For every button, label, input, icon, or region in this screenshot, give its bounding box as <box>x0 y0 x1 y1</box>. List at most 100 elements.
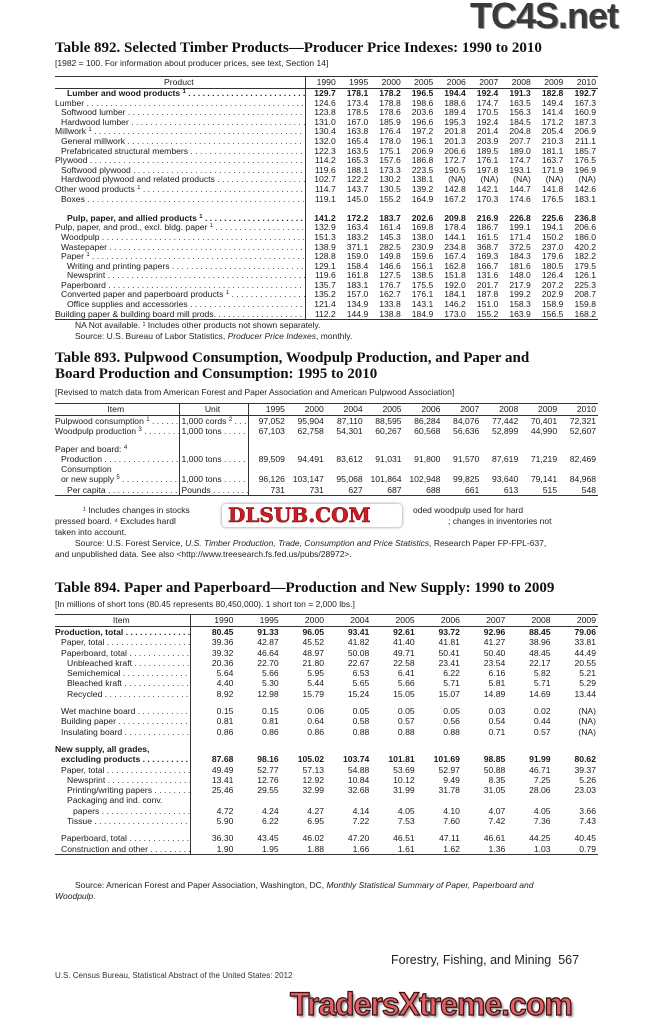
value-cell: 186.8 <box>411 155 434 166</box>
value-cell <box>326 826 371 833</box>
value-cell: 176.1 <box>476 155 499 166</box>
value-cell: 1.03 <box>507 843 553 855</box>
value-cell: 183.1 <box>346 279 369 290</box>
value-cell: 96.05 <box>302 627 325 637</box>
value-cell: 142.8 <box>444 183 466 194</box>
column-header: 1995 <box>235 614 281 627</box>
table-row: General millwork 132.0 165.4 178.0 196.1 201.… <box>55 135 598 147</box>
value-cell: 0.58 <box>352 716 370 727</box>
row-label-text: Plywood <box>55 156 88 166</box>
table-893-title-line2: Board Production and Consumption: 1995 t… <box>55 366 378 382</box>
value-cell: 163.5 <box>509 97 531 108</box>
value-cell: 156.1 <box>411 260 434 271</box>
value-cell <box>481 437 520 444</box>
value-cell: 0.57 <box>533 726 551 737</box>
value-cell: 163.8 <box>346 126 369 137</box>
row-label: Packaging and ind. conv. <box>55 795 191 806</box>
table-row: Production 1,000 tons 89,509 94,491 83,612 91… <box>55 453 598 465</box>
table-row: Pulpwood consumption 11,000 cords 2 97,05… <box>55 415 598 427</box>
row-label: Recycled <box>55 688 191 700</box>
value-cell: 225.3 <box>574 279 596 290</box>
table-893-source: Source: U.S. Forest Service, U.S. Timber… <box>55 538 600 560</box>
value-cell: 201.3 <box>444 135 466 146</box>
row-label: Paperboard, total <box>55 647 191 658</box>
value-cell: 48.97 <box>302 647 325 658</box>
value-cell: 50.41 <box>438 647 460 658</box>
value-cell <box>559 444 598 454</box>
table-row: Production, total 80.45 91.33 96.05 93.41 92.… <box>55 626 598 638</box>
value-cell: 209.8 <box>444 212 466 223</box>
row-label: Millwork 1 <box>55 127 306 137</box>
row-label: Pulp, paper, and prod., excl. bldg. pape… <box>55 223 306 233</box>
unit-cell: 1,000 cords 2 <box>179 415 249 427</box>
value-cell <box>326 795 371 805</box>
value-cell: 206.9 <box>574 126 596 137</box>
row-label-text: Pulp, paper, and allied products <box>67 213 197 223</box>
row-label: Woodpulp production 3 <box>55 426 180 437</box>
column-header: 2006 <box>435 76 468 89</box>
value-cell: 156.3 <box>509 107 531 118</box>
value-cell: 226.8 <box>509 212 531 223</box>
value-cell: 99,825 <box>453 474 480 485</box>
table-row: Other wood products 1 114.7 143.7 130.5 139.… <box>55 183 598 195</box>
value-cell: 178.5 <box>346 107 369 118</box>
table-row: Writing and printing papers 129.1 158.4 146… <box>55 260 598 272</box>
value-cell <box>235 795 280 805</box>
value-cell: 1.62 <box>416 843 462 855</box>
row-label-text: or new supply <box>61 474 115 485</box>
row-label: Pulpwood consumption 1 <box>55 415 180 427</box>
value-cell: 0.05 <box>443 706 460 717</box>
row-label-text: Woodpulp <box>61 232 100 242</box>
value-cell: 0.86 <box>261 726 279 737</box>
table-row: Converted paper and paperboard products … <box>55 290 598 301</box>
table-row: Softwood lumber 123.8 178.5 178.6 203.6 189.4… <box>55 108 598 118</box>
value-cell: 178.4 <box>444 222 466 233</box>
value-cell: 169.3 <box>476 251 499 262</box>
table-893-title-line1: Table 893. Pulpwood Consumption, Woodpul… <box>55 350 530 366</box>
value-cell: 149.4 <box>541 97 564 108</box>
value-cell <box>281 737 326 744</box>
table-row: Prefabricated structural members 122.3 163… <box>55 146 598 157</box>
value-cell: 188.1 <box>346 164 369 175</box>
table-row: Boxes 119.1 145.0 155.2 164.9 167.2 170.3 174.6… <box>55 194 598 205</box>
value-cell <box>287 437 326 444</box>
value-cell: 4.24 <box>261 805 279 816</box>
value-cell: 4.14 <box>352 805 370 816</box>
value-cell: 5.65 <box>352 678 370 689</box>
row-label: Paper, total <box>55 637 191 648</box>
row-label <box>55 826 191 834</box>
value-cell: 97,052 <box>258 416 285 426</box>
row-label: Bleached kraft <box>55 678 191 689</box>
value-cell <box>371 795 416 805</box>
value-cell: 237.0 <box>541 241 564 252</box>
dlsub-watermark-logo <box>222 504 402 527</box>
value-cell <box>365 437 404 444</box>
value-cell <box>190 699 235 706</box>
value-cell: 143.1 <box>411 299 434 310</box>
row-label-text: Unbleached kraft <box>67 657 132 668</box>
value-cell: 102,948 <box>409 474 441 485</box>
value-cell: 0.81 <box>261 716 279 727</box>
value-cell <box>442 444 481 454</box>
value-cell: 171.4 <box>509 231 531 242</box>
value-cell: 123.8 <box>314 107 336 118</box>
value-cell: 146.6 <box>379 260 401 271</box>
value-cell: 172.2 <box>346 212 369 223</box>
value-cell <box>520 444 559 454</box>
value-cell: 149.8 <box>379 251 401 262</box>
table-893-footnotes: ¹ Includes changes in stocks oded woodpu… <box>55 505 600 541</box>
header-row: Item 1990 1995 2000 2004 2005 2006 2007 2008 2009 <box>55 614 598 627</box>
value-cell: 119.6 <box>314 164 336 175</box>
value-cell: 41.81 <box>438 637 460 648</box>
row-label: Office supplies and accessories <box>55 300 306 310</box>
value-cell: 194.1 <box>541 222 564 233</box>
value-cell: 1.61 <box>371 843 417 855</box>
value-cell: 207.7 <box>509 135 531 146</box>
table-row: Paperboard, total 36.30 43.45 46.02 47.20 46.… <box>55 833 598 844</box>
value-cell: 141.8 <box>541 183 564 194</box>
column-header: 2005 <box>364 403 404 416</box>
footnote-marker: 1 <box>146 417 150 423</box>
value-cell: 14.69 <box>529 688 551 699</box>
value-cell: 15.05 <box>393 688 415 699</box>
row-label: Lumber and wood products 1 <box>55 88 306 99</box>
